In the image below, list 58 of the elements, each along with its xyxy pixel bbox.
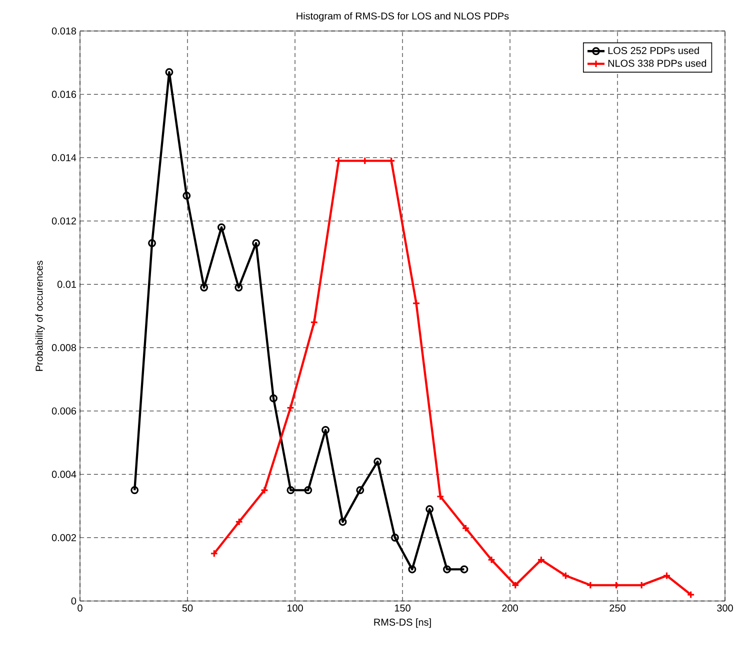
point <box>662 572 671 580</box>
point <box>165 68 174 76</box>
legend-label: NLOS 338 PDPs used <box>608 59 706 67</box>
x-tick-label: 200 <box>502 604 518 612</box>
point <box>390 534 399 542</box>
point <box>252 239 260 248</box>
y-tick-label: 0.016 <box>52 90 76 98</box>
point <box>356 486 364 494</box>
point <box>443 565 451 574</box>
legend-label: LOS 252 PDPs used <box>608 46 699 54</box>
point <box>562 572 570 580</box>
y-tick-label: 0.012 <box>52 217 76 225</box>
point <box>511 581 520 590</box>
point <box>310 318 318 326</box>
point <box>270 394 278 402</box>
y-axis-title: Probability of occurences <box>35 260 45 371</box>
point <box>537 556 546 564</box>
y-tick-label: 0.014 <box>52 154 76 162</box>
y-tick-label: 0.004 <box>52 470 76 478</box>
x-tick-label: 0 <box>78 604 82 612</box>
point <box>304 486 312 494</box>
x-axis-title: RMS-DS [ns] <box>374 618 431 628</box>
point <box>412 299 420 308</box>
point <box>235 518 244 526</box>
point <box>217 223 226 232</box>
point <box>488 556 496 564</box>
point <box>182 192 191 200</box>
point <box>374 458 382 466</box>
point <box>200 284 208 292</box>
point <box>148 239 156 248</box>
y-tick-label: 0.008 <box>52 344 76 352</box>
point <box>322 426 330 434</box>
point <box>387 156 396 165</box>
y-tick-label: 0.018 <box>52 27 76 35</box>
point <box>334 156 343 165</box>
x-tick-label: 50 <box>182 604 193 612</box>
x-tick-label: 100 <box>287 604 303 612</box>
y-tick-label: 0.01 <box>57 280 76 288</box>
point <box>234 284 243 292</box>
point <box>586 581 594 590</box>
x-tick-label: 250 <box>610 604 626 612</box>
point <box>436 492 444 500</box>
point <box>612 581 620 590</box>
point <box>260 486 268 494</box>
y-tick-label: 0.002 <box>52 534 76 542</box>
point <box>408 565 416 574</box>
point <box>286 486 295 494</box>
x-tick-label: 150 <box>394 604 410 612</box>
point <box>338 518 347 526</box>
chart-title: Histogram of RMS-DS for LOS and NLOS PDPs <box>296 12 509 22</box>
point <box>360 156 369 165</box>
y-tick-label: 0 <box>71 597 76 605</box>
y-tick-label: 0.006 <box>52 407 76 415</box>
point <box>426 505 434 514</box>
point <box>286 404 294 412</box>
x-tick-label: 300 <box>717 604 733 612</box>
point <box>462 524 470 532</box>
point <box>638 581 646 590</box>
